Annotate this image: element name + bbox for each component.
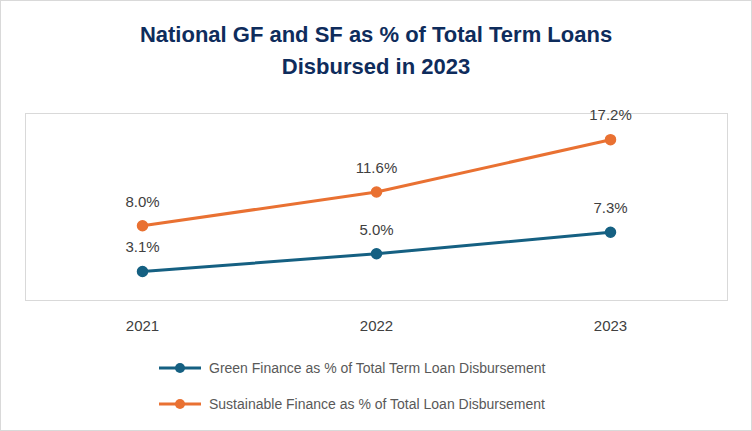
svg-text:2023: 2023 xyxy=(594,317,627,334)
svg-text:8.0%: 8.0% xyxy=(125,193,159,210)
svg-text:3.1%: 3.1% xyxy=(125,238,159,255)
svg-text:2021: 2021 xyxy=(126,317,159,334)
html-text:Sustainable Finance as % of To: Sustainable Finance as % of Total Loan D… xyxy=(209,396,545,412)
svg-text:17.2%: 17.2% xyxy=(589,106,632,123)
svg-text:11.6%: 11.6% xyxy=(356,159,397,176)
svg-text:5.0%: 5.0% xyxy=(359,221,393,238)
svg-text:7.3%: 7.3% xyxy=(593,199,627,216)
svg-text:2022: 2022 xyxy=(360,317,393,334)
html-text:National GF and SF as % of Tot: National GF and SF as % of Total Term Lo… xyxy=(139,22,613,79)
html-text:Green Finance as % of Total Te: Green Finance as % of Total Term Loan Di… xyxy=(209,360,546,376)
